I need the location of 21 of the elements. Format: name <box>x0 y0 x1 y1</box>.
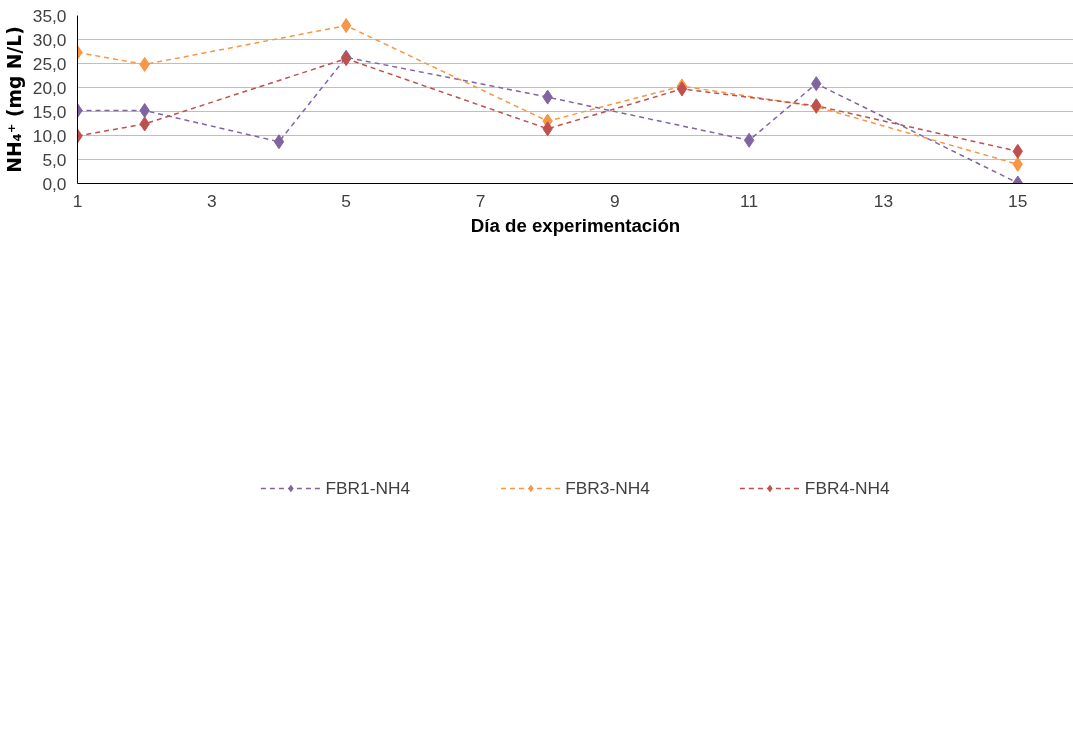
x-tick-label: 13 <box>873 190 894 211</box>
y-tick-label: 25,0 <box>32 53 67 74</box>
y-tick-label: 10,0 <box>32 125 67 146</box>
legend-label: FBR1-NH4 <box>325 477 411 499</box>
x-tick-label: 15 <box>1008 190 1028 211</box>
y-tick-label: 20,0 <box>32 77 67 98</box>
legend-label: FBR3-NH4 <box>565 477 650 499</box>
x-tick-label: 3 <box>207 190 217 211</box>
x-tick-label: 1 <box>72 190 83 211</box>
x-tick-label: 9 <box>609 190 620 211</box>
legend-label: FBR4-NH4 <box>804 477 890 499</box>
y-axis-title: NH₄⁺ (mg N/L) <box>3 26 25 173</box>
y-tick-label: 30,0 <box>32 29 67 50</box>
x-tick-label: 11 <box>740 190 759 211</box>
x-tick-label: 7 <box>475 190 486 211</box>
y-tick-label: 5,0 <box>42 149 67 170</box>
x-tick-label: 5 <box>341 190 351 211</box>
y-tick-label: 35,0 <box>32 5 67 26</box>
y-tick-label: 15,0 <box>32 101 67 122</box>
x-axis-title: Día de experimentación <box>470 214 681 236</box>
y-tick-label: 0,0 <box>42 173 67 194</box>
